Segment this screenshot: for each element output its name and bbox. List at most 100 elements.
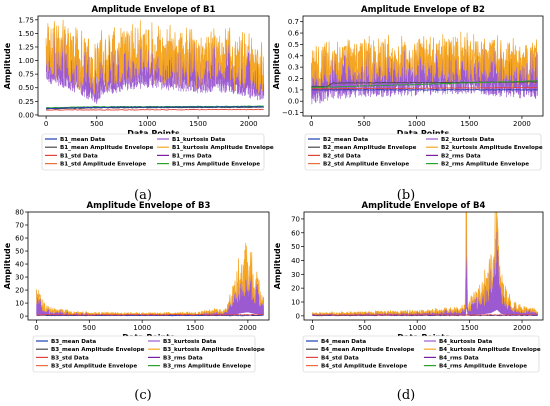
chart-title: Amplitude Envelope of B2 [361, 5, 485, 15]
y-axis-label: Amplitude [273, 242, 282, 289]
chart-panel-4: Amplitude Envelope of B40 500 1000 1500 2000… [273, 201, 544, 403]
x-tick-label: 1500 [461, 324, 479, 332]
y-tick-label: 0.25 [18, 98, 34, 106]
figure-caption: (a) [134, 188, 152, 203]
axes-frame [302, 15, 544, 117]
y-tick-label: 20 [15, 287, 24, 295]
axes-frame [27, 211, 270, 321]
legend-entry: B4_kurtosis Data [439, 339, 493, 345]
x-tick-label: 1000 [408, 324, 426, 332]
x-tick-label: 2000 [513, 324, 531, 332]
y-tick-label: 0.50 [18, 84, 34, 92]
legend-entry: B3_std Data [51, 355, 89, 361]
y-tick-label: 30 [291, 271, 300, 279]
series-kurtosis-data [311, 42, 538, 105]
legend-entry: B2_rms Data [441, 153, 481, 159]
chart-title: Amplitude Envelope of B1 [92, 5, 216, 15]
chart-title: Amplitude Envelope of B3 [87, 201, 211, 211]
chart-panel-3: Amplitude Envelope of B30 500 1000 1500 2000… [3, 201, 270, 403]
y-tick-label: 0.6 [288, 30, 300, 38]
legend-entry: B4_mean Amplitude Envelope [321, 347, 415, 353]
x-tick-label: 2000 [239, 324, 257, 332]
series-kurtosis-envelope [36, 242, 264, 317]
x-tick-label: 0 [309, 120, 313, 128]
y-tick-label: 70 [15, 222, 24, 230]
y-tick-label: 0 [296, 312, 300, 320]
y-tick-label: 0.4 [288, 52, 300, 60]
legend-entry: B1_rms Amplitude Envelope [172, 162, 260, 168]
x-tick-label: 2000 [513, 120, 531, 128]
legend: B4_mean Data B4_kurtosis Data B4_mean Ampl… [302, 335, 541, 373]
series-std [45, 108, 264, 111]
legend-entry: B1_kurtosis Amplitude Envelope [172, 145, 274, 151]
y-tick-label: 0 [20, 313, 24, 321]
legend-entry: B2_mean Amplitude Envelope [323, 145, 417, 151]
y-tick-label: 40 [291, 257, 300, 265]
plot-area [36, 242, 264, 317]
legend-entry: B4_std Data [321, 355, 359, 361]
series-mean [46, 106, 264, 109]
x-axis-label: Data Points [127, 129, 180, 138]
legend-entry: B3_rms Amplitude Envelope [163, 364, 251, 370]
y-axis-label: Amplitude [272, 42, 281, 89]
x-tick-label: 500 [358, 324, 371, 332]
y-tick-label: 10 [15, 300, 24, 308]
legend-box [41, 133, 265, 171]
legend-entry: B1_mean Data [60, 137, 105, 143]
legend-entry: B4_std Amplitude Envelope [321, 364, 407, 370]
legend-box [302, 335, 540, 373]
x-tick-label: 0 [44, 120, 48, 128]
series-std [36, 314, 264, 316]
figure-caption: (d) [397, 388, 415, 403]
y-tick-label: 0.75 [18, 71, 34, 79]
plot-area [45, 19, 265, 111]
series-kurtosis-envelope [311, 31, 538, 92]
legend: B1_mean Data B1_kurtosis Data B1_mean Ampl… [41, 133, 274, 171]
legend: B2_mean Data B2_kurtosis Data B2_mean Ampl… [304, 133, 543, 171]
y-tick-label: 10 [291, 299, 300, 307]
legend-entry: B4_rms Amplitude Envelope [439, 364, 527, 370]
figure-caption: (b) [397, 188, 415, 203]
axes-frame [303, 211, 544, 321]
legend: B3_mean Data B3_kurtosis Data B3_mean Ampl… [32, 335, 265, 373]
legend-entry: B2_kurtosis Amplitude Envelope [441, 145, 543, 151]
legend-entry: B2_std Data [323, 153, 361, 159]
legend-entry: B1_rms Data [172, 153, 212, 159]
y-tick-label: 1.75 [18, 16, 34, 24]
y-tick-label: 50 [15, 248, 24, 256]
series-mean [36, 314, 264, 317]
figure-caption: (c) [134, 388, 151, 403]
x-tick-label: 1000 [133, 324, 151, 332]
legend-entry: B2_std Amplitude Envelope [323, 162, 409, 168]
legend-entry: B3_rms Data [163, 355, 203, 361]
series-std [312, 314, 538, 316]
legend-entry: B3_kurtosis Data [163, 339, 217, 345]
y-tick-label: 60 [15, 235, 24, 243]
y-tick-label: 1.00 [18, 57, 34, 65]
legend-entry: B2_rms Amplitude Envelope [441, 162, 529, 168]
plot-area [311, 31, 538, 105]
series-kurtosis-envelope [312, 212, 538, 317]
legend-entry: B2_kurtosis Data [441, 137, 495, 143]
y-axis-label: Amplitude [3, 42, 12, 89]
y-tick-label: −0.1 [282, 109, 299, 117]
x-tick-label: 1000 [139, 120, 157, 128]
series-mean [311, 89, 538, 91]
series-std [311, 86, 538, 90]
chart-panel-2: Amplitude Envelope of B2 0 500 1000 1500 2000… [272, 5, 544, 203]
series-kurtosis-data [36, 255, 264, 317]
legend-entry: B1_mean Amplitude Envelope [60, 145, 154, 151]
legend-entry: B1_std Data [60, 153, 98, 159]
legend-entry: B3_mean Data [51, 339, 96, 345]
series-kurtosis-envelope [45, 19, 265, 94]
legend-entry: B3_kurtosis Amplitude Envelope [163, 347, 265, 353]
legend-box [304, 133, 542, 171]
legend-entry: B4_kurtosis Amplitude Envelope [439, 347, 541, 353]
legend-entry: B3_mean Amplitude Envelope [51, 347, 145, 353]
y-tick-label: 80 [15, 209, 24, 217]
y-tick-label: 1.50 [18, 30, 34, 38]
y-tick-label: 0.00 [18, 111, 34, 119]
y-tick-label: 0.0 [288, 98, 299, 106]
y-tick-label: 40 [15, 261, 24, 269]
